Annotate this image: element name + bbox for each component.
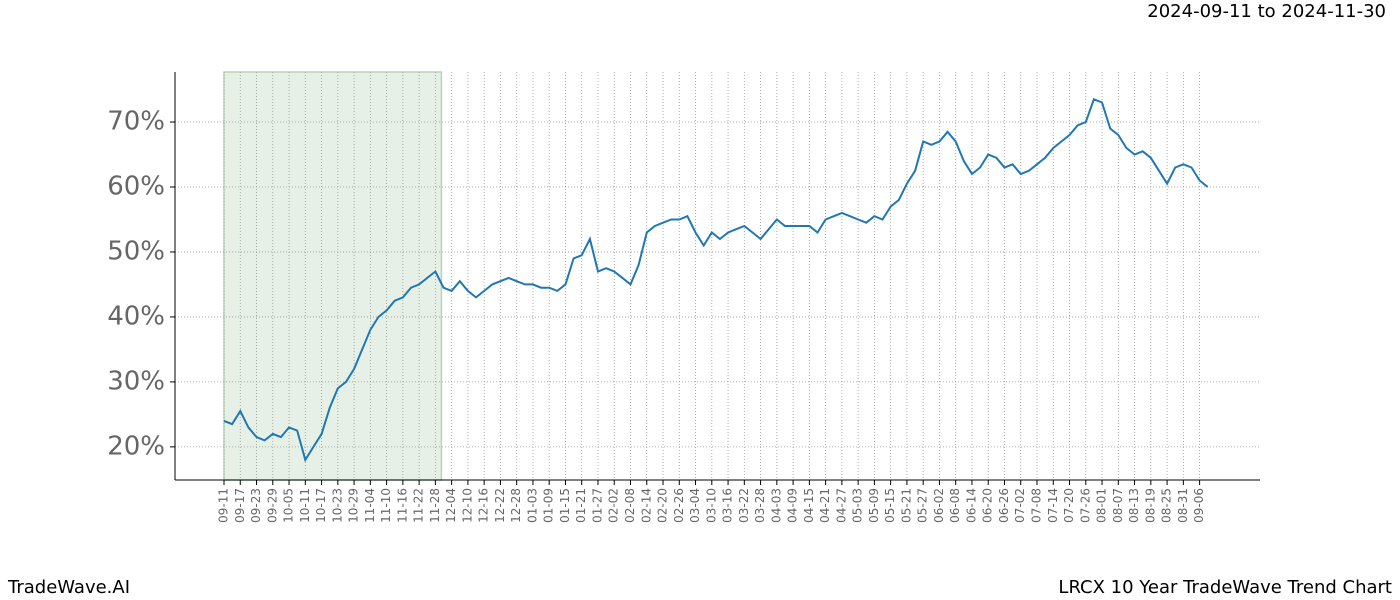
x-tick-label: 01-15 bbox=[558, 488, 572, 523]
x-tick-label: 09-11 bbox=[217, 488, 231, 523]
x-tick-label: 10-23 bbox=[330, 488, 344, 523]
x-tick-label: 01-03 bbox=[525, 488, 539, 523]
x-tick-label: 12-10 bbox=[460, 488, 474, 523]
x-tick-label: 11-04 bbox=[363, 488, 377, 523]
x-tick-label: 06-14 bbox=[964, 488, 978, 523]
x-tick-label: 09-23 bbox=[249, 488, 263, 523]
x-tick-label: 08-13 bbox=[1127, 488, 1141, 523]
x-tick-label: 11-10 bbox=[379, 488, 393, 523]
x-tick-label: 08-31 bbox=[1176, 488, 1190, 523]
x-tick-label: 11-16 bbox=[395, 488, 409, 523]
x-tick-label: 05-27 bbox=[916, 488, 930, 523]
x-tick-label: 12-04 bbox=[444, 488, 458, 523]
x-tick-label: 01-09 bbox=[542, 488, 556, 523]
x-tick-label: 12-22 bbox=[493, 488, 507, 523]
x-tick-label: 08-19 bbox=[1143, 488, 1157, 523]
x-tick-label: 04-21 bbox=[818, 488, 832, 523]
x-tick-label: 09-29 bbox=[265, 488, 279, 523]
y-tick-label: 40% bbox=[107, 301, 165, 331]
y-tick-label: 20% bbox=[107, 431, 165, 461]
x-tick-label: 10-29 bbox=[347, 488, 361, 523]
x-tick-label: 04-03 bbox=[769, 488, 783, 523]
highlight-range bbox=[223, 71, 443, 481]
x-tick-label: 07-14 bbox=[1046, 488, 1060, 523]
x-tick-label: 12-28 bbox=[509, 488, 523, 523]
x-tick-label: 02-02 bbox=[607, 488, 621, 523]
data-line bbox=[223, 97, 1209, 463]
x-tick-label: 05-21 bbox=[899, 488, 913, 523]
x-tick-label: 02-14 bbox=[639, 488, 653, 523]
x-tick-label: 09-17 bbox=[233, 488, 247, 523]
x-tick-label: 06-08 bbox=[948, 488, 962, 523]
x-tick-label: 07-26 bbox=[1078, 488, 1092, 523]
y-tick-label: 70% bbox=[107, 107, 165, 137]
footer-right: LRCX 10 Year TradeWave Trend Chart bbox=[1058, 577, 1392, 598]
x-tick-label: 10-11 bbox=[298, 488, 312, 523]
x-tick-label: 06-02 bbox=[932, 488, 946, 523]
x-tick-label: 08-01 bbox=[1095, 488, 1109, 523]
x-tick-label: 04-15 bbox=[802, 488, 816, 523]
footer-left: TradeWave.AI bbox=[7, 577, 130, 598]
x-tick-label: 05-09 bbox=[867, 488, 881, 523]
x-tick-label: 03-04 bbox=[688, 488, 702, 523]
x-tick-label: 01-27 bbox=[590, 488, 604, 523]
x-tick-label: 12-16 bbox=[477, 488, 491, 523]
x-tick-label: 06-20 bbox=[981, 488, 995, 523]
x-tick-label: 11-28 bbox=[428, 488, 442, 523]
x-tick-label: 11-22 bbox=[412, 488, 426, 523]
y-tick-label: 30% bbox=[107, 366, 165, 396]
x-tick-label: 10-17 bbox=[314, 488, 328, 523]
x-tick-label: 09-06 bbox=[1192, 488, 1206, 523]
x-tick-label: 02-26 bbox=[672, 488, 686, 523]
x-tick-label: 08-07 bbox=[1111, 488, 1125, 523]
y-tick-label: 50% bbox=[107, 236, 165, 266]
x-tick-label: 10-05 bbox=[282, 488, 296, 523]
x-tick-label: 07-08 bbox=[1030, 488, 1044, 523]
x-tick-label: 07-20 bbox=[1062, 488, 1076, 523]
x-tick-label: 03-10 bbox=[704, 488, 718, 523]
x-tick-label: 03-28 bbox=[753, 488, 767, 523]
x-tick-label: 07-02 bbox=[1013, 488, 1027, 523]
y-tick-label: 60% bbox=[107, 171, 165, 201]
x-tick-label: 02-20 bbox=[656, 488, 670, 523]
x-tick-label: 05-03 bbox=[851, 488, 865, 523]
x-tick-label: 03-16 bbox=[721, 488, 735, 523]
subtitle: 2024-09-11 to 2024-11-30 bbox=[1147, 1, 1386, 22]
x-tick-label: 02-08 bbox=[623, 488, 637, 523]
x-tick-label: 01-21 bbox=[574, 488, 588, 523]
x-tick-label: 04-27 bbox=[834, 488, 848, 523]
x-tick-label: 04-09 bbox=[786, 488, 800, 523]
x-tick-label: 08-25 bbox=[1160, 488, 1174, 523]
x-tick-label: 06-26 bbox=[997, 488, 1011, 523]
x-tick-label: 03-22 bbox=[737, 488, 751, 523]
x-tick-label: 05-15 bbox=[883, 488, 897, 523]
